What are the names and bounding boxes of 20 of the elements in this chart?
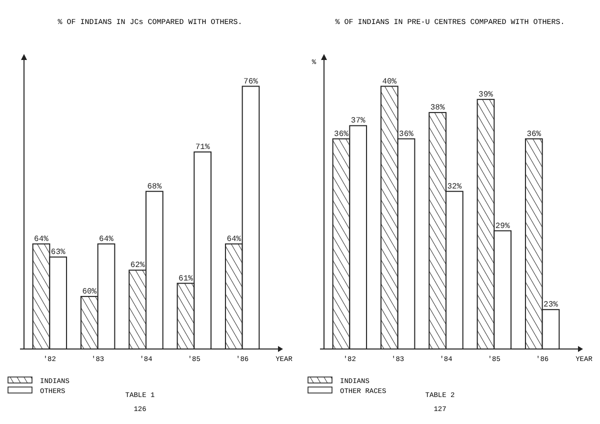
data-label: 36% bbox=[526, 130, 542, 139]
data-label: 61% bbox=[178, 274, 194, 284]
data-label: 29% bbox=[495, 222, 510, 231]
data-label: 38% bbox=[430, 104, 445, 113]
data-label: 71% bbox=[195, 142, 210, 152]
data-label: 23% bbox=[544, 300, 558, 310]
data-label: 39% bbox=[478, 90, 494, 100]
data-label: 76% bbox=[244, 77, 258, 86]
data-label: 64% bbox=[99, 234, 114, 244]
data-label: 62% bbox=[130, 261, 145, 270]
data-label: 36% bbox=[399, 130, 414, 139]
data-label: 32% bbox=[447, 182, 462, 192]
data-label: 36% bbox=[334, 130, 349, 139]
data-label: 64% bbox=[34, 234, 49, 244]
data-label: 60% bbox=[82, 287, 97, 296]
data-label: 40% bbox=[382, 77, 397, 86]
data-label: 63% bbox=[50, 248, 66, 258]
data-label: 64% bbox=[226, 234, 242, 244]
data-label: 68% bbox=[147, 182, 162, 192]
data-label: 37% bbox=[350, 116, 366, 126]
